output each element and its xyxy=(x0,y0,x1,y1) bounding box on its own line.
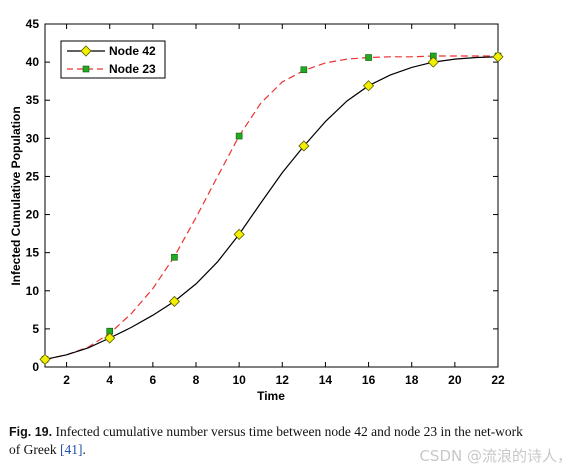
y-axis: 0 5 10 15 20 25 30 35 40 45 xyxy=(26,17,498,374)
watermark: CSDN @流浪的诗人， xyxy=(419,447,572,465)
legend-box xyxy=(60,40,166,79)
x-tick-label: 4 xyxy=(106,373,113,387)
plot-area xyxy=(44,23,499,368)
data-point-node-42 xyxy=(233,228,245,240)
caption-label: Fig. 19. xyxy=(9,425,53,439)
y-tick-label: 35 xyxy=(26,93,40,107)
data-point-node-42 xyxy=(39,353,51,365)
x-tick-label: 14 xyxy=(319,373,333,387)
y-tick-label: 20 xyxy=(26,208,40,222)
data-point-node-23 xyxy=(300,66,308,74)
data-point-node-42 xyxy=(168,295,180,308)
y-axis-title: Infected Cumulative Population xyxy=(9,106,23,285)
x-tick-label: 20 xyxy=(448,373,462,387)
legend-marker-node-42 xyxy=(80,45,92,57)
y-tick-label: 45 xyxy=(26,17,40,31)
y-tick-label: 25 xyxy=(26,169,40,183)
x-tick-label: 8 xyxy=(193,373,200,387)
caption-end: . xyxy=(82,442,86,457)
data-point-node-42 xyxy=(363,80,375,92)
series-line-node-42 xyxy=(44,56,499,360)
x-tick-label: 12 xyxy=(276,373,290,387)
y-tick-label: 30 xyxy=(26,131,40,145)
data-point-node-23 xyxy=(171,253,178,261)
data-point-node-42 xyxy=(427,56,439,68)
y-tick-label: 15 xyxy=(26,246,40,260)
figure-caption: Fig. 19. Infected cumulative number vers… xyxy=(9,423,529,458)
x-tick-label: 6 xyxy=(150,373,157,387)
series-layer xyxy=(39,51,504,365)
line-chart: 0 5 10 15 20 25 30 35 40 45 2 4 6 8 10 12 14 16 18 20 22 Ti… xyxy=(9,17,505,403)
legend-label-node-23: Node 23 xyxy=(109,62,156,76)
y-tick-label: 40 xyxy=(26,55,40,69)
x-tick-label: 16 xyxy=(362,373,376,387)
data-point-node-42 xyxy=(492,51,504,63)
x-tick-label: 18 xyxy=(405,373,419,387)
series-line-node-23 xyxy=(44,55,498,360)
caption-text: Infected cumulative number versus time b… xyxy=(9,424,523,457)
legend-marker-node-23 xyxy=(82,65,90,73)
x-tick-label: 2 xyxy=(63,373,70,387)
data-point-node-23 xyxy=(365,54,372,61)
y-tick-label: 5 xyxy=(32,322,39,336)
data-point-node-42 xyxy=(298,140,310,152)
legend-label-node-42: Node 42 xyxy=(109,44,156,58)
data-point-node-42 xyxy=(104,332,116,344)
x-axis-title: Time xyxy=(257,389,285,403)
data-point-node-23 xyxy=(235,132,243,140)
caption-reference-link[interactable]: [41] xyxy=(59,442,83,457)
x-tick-label: 10 xyxy=(232,373,246,387)
x-tick-label: 22 xyxy=(491,373,505,387)
legend: Node 42 Node 23 xyxy=(60,40,166,79)
y-tick-label: 10 xyxy=(26,284,40,298)
x-axis: 2 4 6 8 10 12 14 16 18 20 22 xyxy=(63,24,505,387)
y-tick-label: 0 xyxy=(32,360,39,374)
